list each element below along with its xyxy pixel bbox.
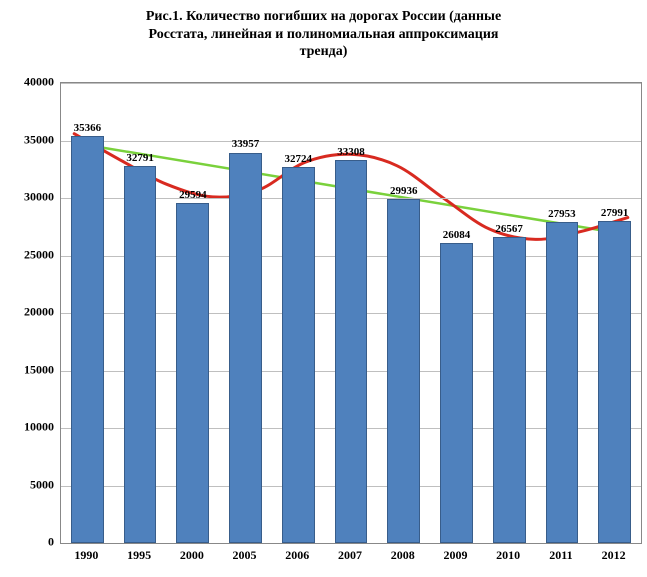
- bar: [282, 167, 315, 543]
- y-tick-label: 20000: [0, 305, 54, 320]
- x-tick-label: 2008: [391, 548, 415, 563]
- gridline: [61, 83, 641, 84]
- y-tick-label: 40000: [0, 75, 54, 90]
- bar: [124, 166, 157, 543]
- data-label: 35366: [74, 122, 102, 134]
- data-label: 27953: [548, 208, 576, 220]
- bar: [71, 136, 104, 543]
- data-label: 26567: [495, 223, 523, 235]
- data-label: 29594: [179, 189, 207, 201]
- data-label: 33957: [232, 138, 260, 150]
- bar: [493, 237, 526, 543]
- data-label: 33308: [337, 146, 365, 158]
- bar: [598, 221, 631, 543]
- x-tick-label: 1995: [127, 548, 151, 563]
- bar: [546, 222, 579, 543]
- y-tick-label: 30000: [0, 190, 54, 205]
- data-label: 26084: [443, 229, 471, 241]
- y-tick-label: 0: [0, 535, 54, 550]
- x-tick-label: 2010: [496, 548, 520, 563]
- bar: [440, 243, 473, 543]
- x-tick-label: 2005: [233, 548, 257, 563]
- bar: [229, 153, 262, 544]
- x-tick-label: 2006: [285, 548, 309, 563]
- y-tick-label: 25000: [0, 247, 54, 262]
- x-tick-label: 2012: [602, 548, 626, 563]
- bar: [387, 199, 420, 543]
- bar: [335, 160, 368, 543]
- y-tick-label: 35000: [0, 132, 54, 147]
- chart-container: Рис.1. Количество погибших на дорогах Ро…: [0, 0, 647, 577]
- gridline: [61, 141, 641, 142]
- x-tick-label: 2009: [443, 548, 467, 563]
- data-label: 32791: [126, 152, 154, 164]
- x-tick-label: 2000: [180, 548, 204, 563]
- y-tick-label: 5000: [0, 477, 54, 492]
- x-tick-label: 1990: [74, 548, 98, 563]
- y-tick-label: 10000: [0, 420, 54, 435]
- data-label: 29936: [390, 185, 418, 197]
- y-tick-label: 15000: [0, 362, 54, 377]
- x-tick-label: 2011: [549, 548, 572, 563]
- bar: [176, 203, 209, 543]
- data-label: 32724: [285, 153, 313, 165]
- chart-title: Рис.1. Количество погибших на дорогах Ро…: [0, 8, 647, 61]
- x-tick-label: 2007: [338, 548, 362, 563]
- plot-area: 35366 32791 29594 33957 32724 33308 29936 26084…: [60, 82, 642, 544]
- data-label: 27991: [601, 207, 629, 219]
